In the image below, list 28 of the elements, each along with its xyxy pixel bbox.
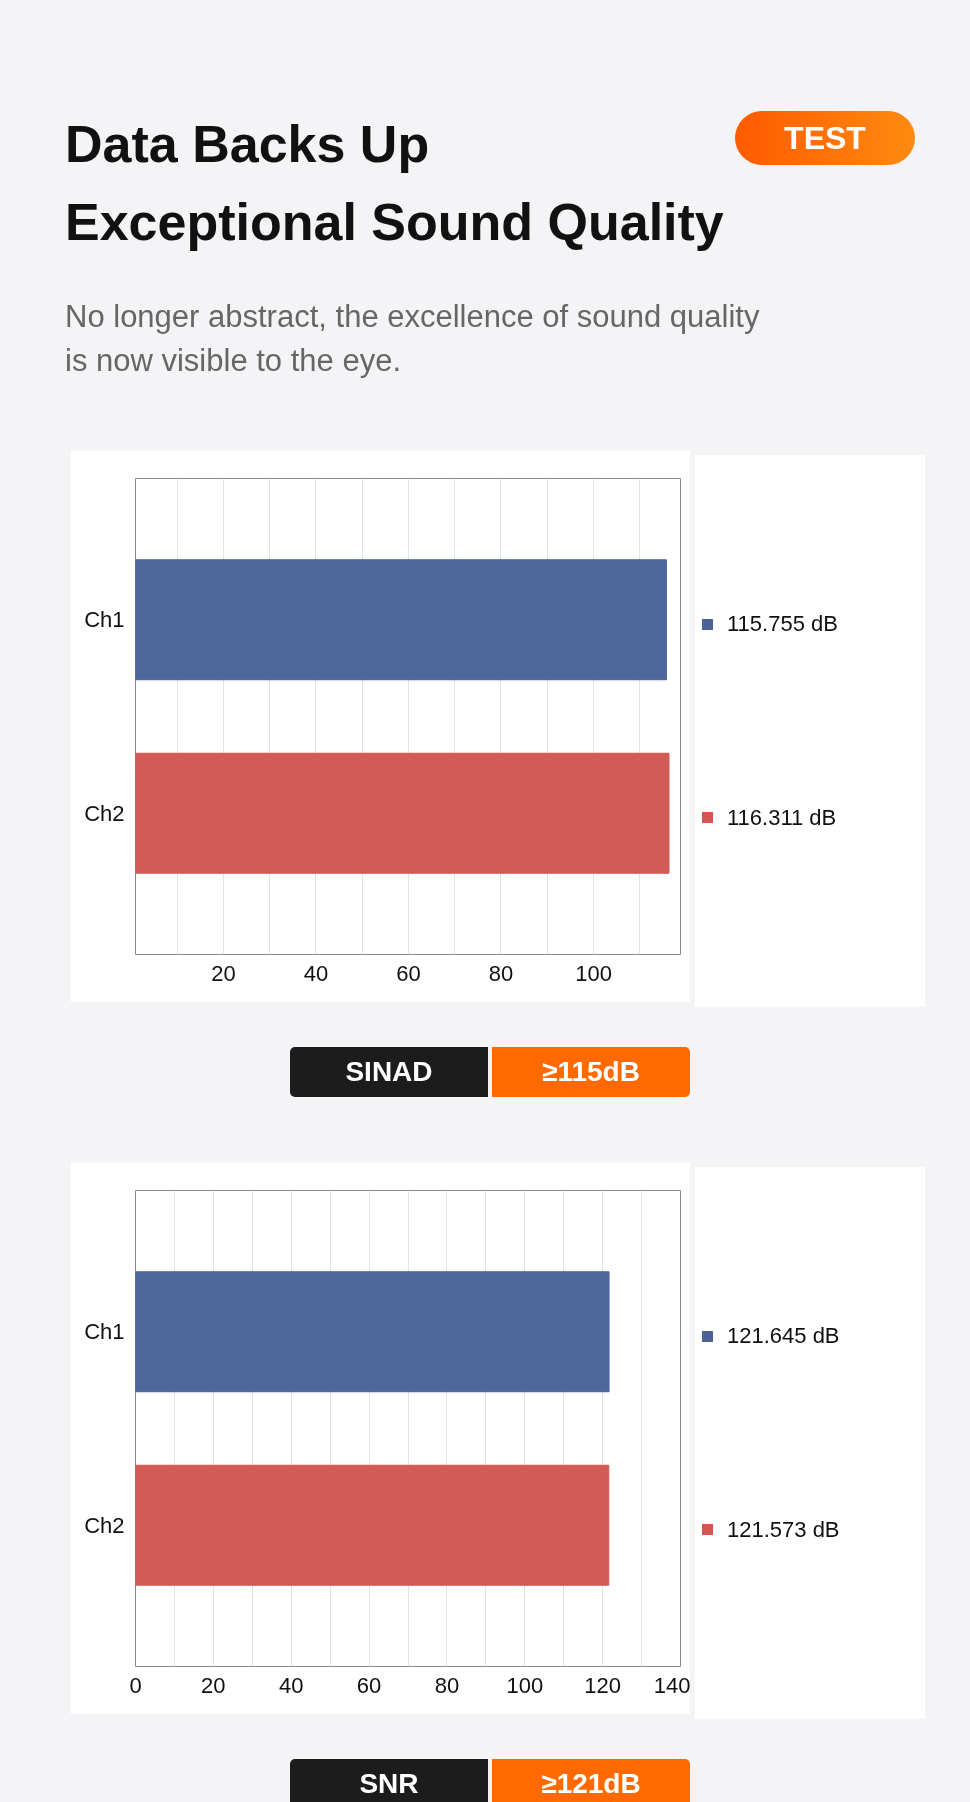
chart-title: Data Backs Up Exceptional Sound Quality [65,115,724,251]
x-tick-label: 100 [575,960,612,986]
x-tick-label: 0 [129,1672,142,1698]
x-tick-label: 140 [653,1672,691,1698]
text: SINAD [290,1047,488,1097]
data-label: 121.573 dB [727,1516,840,1543]
x-tick-label: 20 [201,1672,226,1698]
y-tick-label: Ch1 [84,607,125,633]
text: SNR [290,1759,488,1802]
data-label: 121.645 dB [727,1323,840,1350]
y-tick-label: Ch2 [84,1512,125,1538]
x-tick-label: 60 [356,1672,382,1698]
y-tick-label: Ch2 [84,800,125,826]
text: TEST [735,111,915,165]
x-tick-label: 80 [434,1672,460,1698]
text: ≥121dB [492,1759,690,1802]
chart-subtitle: No longer abstract, the excellence of sound quality is now visible to the eye. [65,298,761,380]
x-tick-label: 100 [506,1672,544,1698]
x-tick-label: 120 [584,1672,622,1698]
x-tick-label: 40 [278,1672,304,1698]
y-tick-label: Ch1 [84,1319,125,1345]
data-label: 115.755 dB [727,611,838,638]
x-tick-label: 60 [396,960,421,986]
x-tick-label: 20 [211,960,236,986]
text: ≥115dB [492,1047,690,1097]
x-tick-label: 40 [303,960,329,986]
x-tick-label: 80 [488,960,514,986]
data-label: 116.311 dB [727,804,837,831]
